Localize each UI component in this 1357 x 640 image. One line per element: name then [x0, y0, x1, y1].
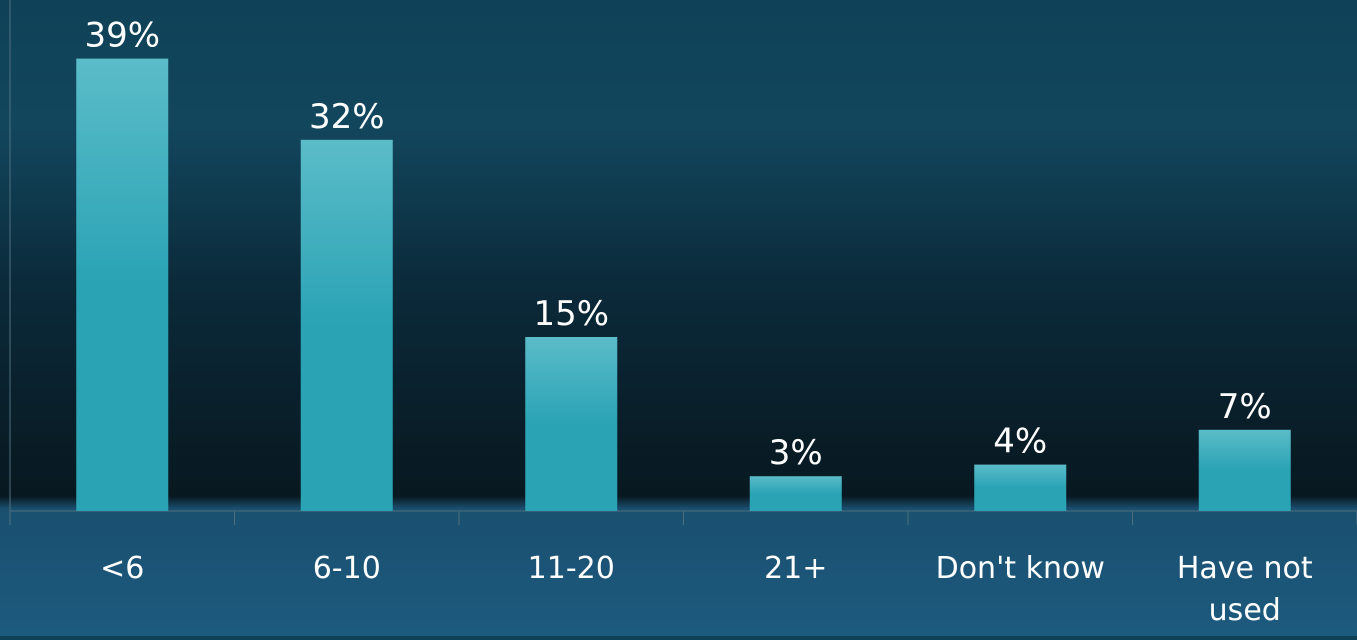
x-tick-labels: <6 6-10 11-20 21+ Don't know Have not used [100, 551, 1313, 628]
data-labels: 39% 32% 15% 3% 4% 7% [84, 16, 1271, 474]
bar-5 [1198, 429, 1291, 511]
x-tick-label-2: 11-20 [528, 551, 615, 586]
x-tick-label-4: Don't know [936, 551, 1105, 586]
data-label-1: 32% [309, 97, 385, 137]
bar-4 [974, 464, 1067, 511]
bar-0 [76, 58, 169, 511]
data-label-0: 39% [84, 16, 160, 56]
bars [76, 58, 1291, 512]
data-label-2: 15% [533, 294, 609, 334]
bar-3 [749, 476, 842, 511]
bar-2 [525, 337, 618, 511]
x-tick-label-3: 21+ [764, 551, 827, 586]
x-axis [9, 0, 1357, 525]
x-tick-label-0: <6 [100, 551, 144, 586]
x-tick-label-5: Have not used [1177, 551, 1313, 628]
x-tick-label-1: 6-10 [313, 551, 381, 586]
data-label-5: 7% [1218, 387, 1272, 427]
data-label-3: 3% [769, 433, 823, 473]
data-label-4: 4% [993, 422, 1047, 462]
bar-1 [300, 139, 393, 512]
